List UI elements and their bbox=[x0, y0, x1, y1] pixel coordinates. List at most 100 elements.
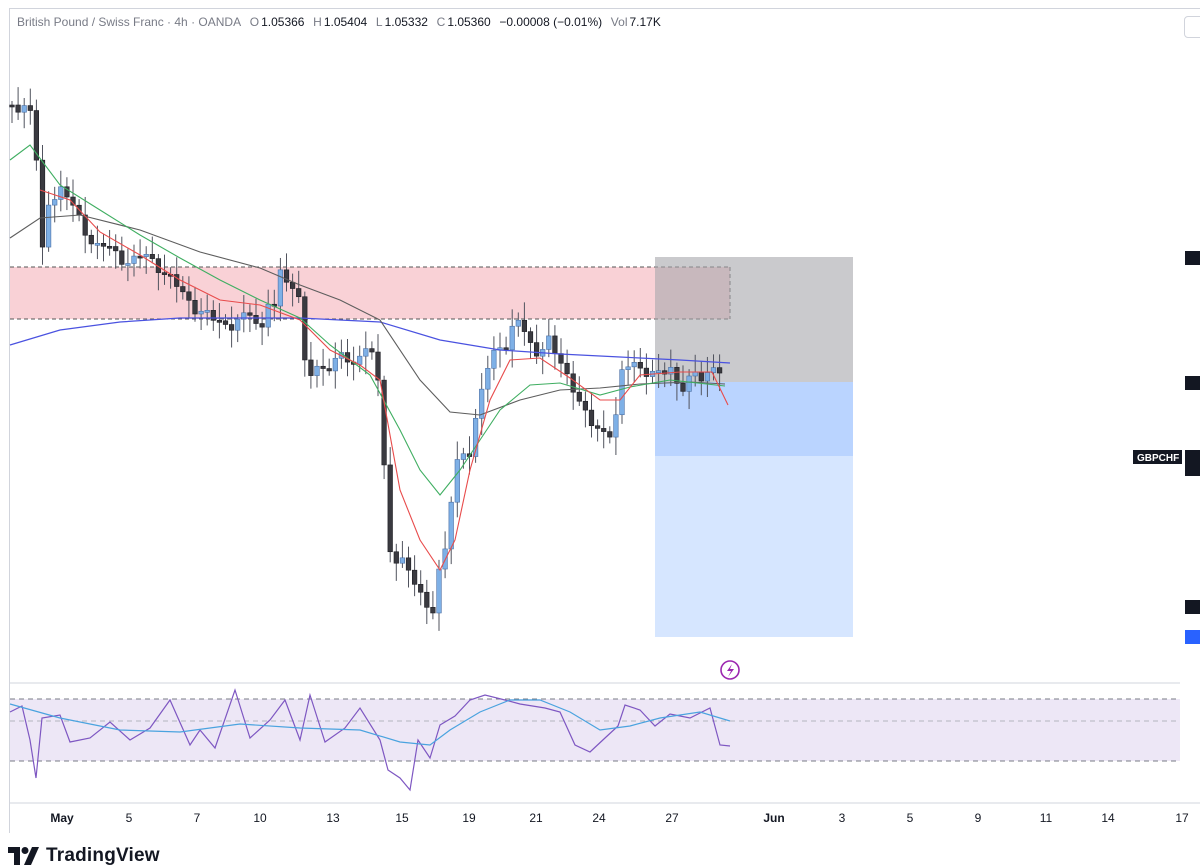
candle-body[interactable] bbox=[436, 568, 442, 614]
candle-body[interactable] bbox=[668, 367, 674, 375]
candle-body[interactable] bbox=[296, 288, 302, 298]
candle-body[interactable] bbox=[552, 335, 558, 354]
candle-body[interactable] bbox=[9, 104, 15, 108]
candle-body[interactable] bbox=[198, 310, 204, 315]
candle-body[interactable] bbox=[332, 357, 338, 372]
candle-body[interactable] bbox=[625, 366, 631, 370]
candle-body[interactable] bbox=[607, 431, 613, 438]
stop-loss-zone[interactable] bbox=[655, 257, 853, 382]
candle-body[interactable] bbox=[399, 557, 406, 564]
candle-body[interactable] bbox=[716, 367, 723, 374]
candle-body[interactable] bbox=[21, 105, 27, 113]
candle-body[interactable] bbox=[393, 551, 399, 564]
candle-body[interactable] bbox=[27, 105, 33, 111]
candle-body[interactable] bbox=[491, 349, 497, 369]
candle-body[interactable] bbox=[283, 269, 290, 283]
candle-body[interactable] bbox=[631, 362, 637, 368]
candle-body[interactable] bbox=[222, 320, 229, 325]
entry-zone[interactable] bbox=[655, 382, 853, 456]
time-axis[interactable]: May 5 7 10 13 15 19 21 24 27 Jun 3 5 9 11 14 17 bbox=[50, 811, 1189, 825]
candle-body[interactable] bbox=[229, 324, 235, 331]
candle-body[interactable] bbox=[460, 453, 467, 460]
candle-body[interactable] bbox=[546, 335, 552, 350]
candle-body[interactable] bbox=[143, 254, 149, 257]
candle-body[interactable] bbox=[674, 367, 680, 384]
candle-body[interactable] bbox=[533, 342, 540, 357]
candle-body[interactable] bbox=[161, 272, 168, 275]
candle-body[interactable] bbox=[692, 371, 698, 377]
candle-body[interactable] bbox=[82, 214, 88, 236]
candle-body[interactable] bbox=[131, 255, 137, 264]
candle-body[interactable] bbox=[241, 312, 247, 320]
candle-body[interactable] bbox=[15, 104, 21, 113]
candle-body[interactable] bbox=[174, 274, 180, 287]
candle-body[interactable] bbox=[39, 159, 46, 248]
candle-body[interactable] bbox=[570, 373, 576, 393]
candle-body[interactable] bbox=[326, 368, 332, 372]
candle-body[interactable] bbox=[289, 281, 296, 289]
candle-body[interactable] bbox=[564, 362, 570, 375]
candle-body[interactable] bbox=[253, 315, 259, 324]
candle-body[interactable] bbox=[601, 428, 607, 432]
candle-body[interactable] bbox=[405, 557, 412, 571]
candle-body[interactable] bbox=[686, 375, 692, 392]
candle-body[interactable] bbox=[503, 347, 509, 351]
candle-body[interactable] bbox=[100, 243, 107, 247]
candle-body[interactable] bbox=[527, 331, 534, 343]
candle-body[interactable] bbox=[64, 186, 70, 198]
candle-body[interactable] bbox=[33, 110, 39, 161]
candle-body[interactable] bbox=[119, 250, 125, 265]
supply-zone[interactable] bbox=[10, 267, 730, 319]
candle-body[interactable] bbox=[710, 367, 717, 373]
candle-body[interactable] bbox=[637, 362, 643, 369]
candle-body[interactable] bbox=[424, 591, 430, 608]
candle-body[interactable] bbox=[314, 365, 320, 376]
ema-fast-line[interactable] bbox=[39, 189, 729, 572]
candle-body[interactable] bbox=[576, 391, 582, 402]
candle-body[interactable] bbox=[472, 418, 479, 457]
candle-body[interactable] bbox=[655, 370, 662, 373]
candle-body[interactable] bbox=[521, 319, 527, 332]
symbol-title[interactable]: British Pound / Swiss Franc · 4h · OANDA bbox=[17, 15, 242, 29]
candle-body[interactable] bbox=[613, 414, 619, 438]
candle-body[interactable] bbox=[582, 400, 588, 411]
candle-body[interactable] bbox=[216, 320, 223, 323]
candle-body[interactable] bbox=[113, 246, 119, 252]
candle-body[interactable] bbox=[204, 310, 210, 313]
candle-body[interactable] bbox=[594, 425, 601, 429]
candle-body[interactable] bbox=[125, 263, 131, 266]
alert-icon[interactable] bbox=[720, 660, 740, 680]
candle-body[interactable] bbox=[418, 584, 424, 593]
candle-body[interactable] bbox=[363, 348, 369, 357]
candle-body[interactable] bbox=[375, 351, 381, 381]
candle-body[interactable] bbox=[479, 388, 485, 419]
settings-corner-button[interactable] bbox=[1184, 16, 1200, 38]
candle-body[interactable] bbox=[277, 269, 284, 307]
ema-mid-line[interactable] bbox=[9, 144, 726, 496]
candle-body[interactable] bbox=[662, 370, 668, 375]
candle-body[interactable] bbox=[235, 318, 241, 331]
candle-body[interactable] bbox=[454, 459, 460, 503]
candle-body[interactable] bbox=[381, 379, 387, 466]
candle-body[interactable] bbox=[107, 245, 113, 249]
ma-long-line[interactable] bbox=[9, 317, 731, 364]
candle-body[interactable] bbox=[302, 296, 308, 361]
candle-body[interactable] bbox=[680, 383, 686, 392]
candle-body[interactable] bbox=[619, 369, 625, 416]
candle-body[interactable] bbox=[448, 501, 454, 550]
take-profit-zone[interactable] bbox=[655, 456, 853, 637]
candle-body[interactable] bbox=[430, 607, 436, 614]
candle-body[interactable] bbox=[369, 348, 375, 353]
candle-body[interactable] bbox=[94, 243, 100, 246]
candle-body[interactable] bbox=[180, 286, 186, 293]
candle-body[interactable] bbox=[149, 254, 155, 259]
candle-body[interactable] bbox=[558, 353, 564, 364]
candle-body[interactable] bbox=[643, 367, 649, 377]
candle-body[interactable] bbox=[357, 355, 363, 365]
candle-body[interactable] bbox=[186, 291, 192, 301]
candle-body[interactable] bbox=[88, 234, 94, 245]
candle-body[interactable] bbox=[259, 323, 265, 328]
rsi-ma-line[interactable] bbox=[9, 699, 731, 746]
candle-body[interactable] bbox=[588, 409, 595, 427]
